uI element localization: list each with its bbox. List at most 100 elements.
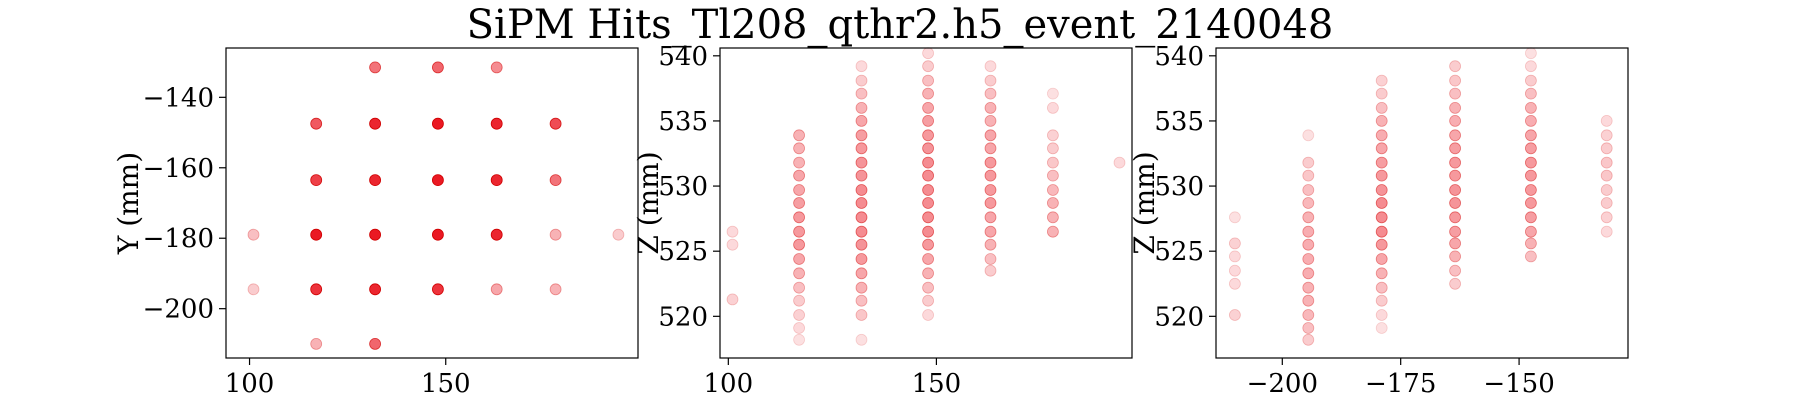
y-tick-label: 530 [1154,172,1204,202]
data-point [1449,184,1461,196]
data-point [1449,197,1461,209]
data-point [855,156,868,169]
data-point [1229,237,1241,250]
data-point [1600,142,1613,155]
data-point [1600,197,1613,209]
data-point [984,115,997,127]
xy-scatter-panel: 100 150 −140 −160 −180 −200 Y (mm) [112,47,639,399]
data-point [490,117,503,130]
data-point [855,74,868,87]
x-tick-label: −200 [1247,369,1318,399]
data-point [1449,277,1461,290]
data-point [369,228,382,241]
data-point [1525,60,1537,73]
data-point [1302,225,1315,238]
data-point [855,294,868,307]
data-point [310,228,323,241]
data-point [1525,184,1537,196]
data-point [1600,156,1613,169]
data-point [310,174,323,187]
data-point [793,333,805,346]
data-point [855,142,868,155]
data-point [1525,142,1537,155]
data-point [984,102,997,114]
data-point [1302,333,1315,346]
data-point [922,294,934,307]
data-point [1449,129,1461,142]
data-point [549,117,562,130]
x-tick-label: 100 [704,369,754,399]
data-point [1302,309,1315,321]
data-point [369,337,382,350]
x-tick-label: −175 [1365,369,1436,399]
data-point [1525,169,1537,182]
data-point [855,184,868,196]
data-point [922,197,934,209]
data-point [922,267,934,280]
data-point [1302,322,1315,334]
y-tick-label: 525 [1154,237,1204,267]
data-point [1375,142,1388,155]
x-tick-label: −150 [1483,369,1554,399]
data-point [793,211,805,224]
data-point [1229,309,1241,321]
data-point [855,169,868,182]
data-point [1449,60,1461,73]
data-point [793,142,805,155]
data-point [1525,237,1537,250]
data-point [1047,156,1059,169]
data-point [1449,237,1461,250]
data-point [922,142,934,155]
y-axis-label: Y (mm) [112,152,145,255]
data-point [726,293,739,306]
data-point [1600,169,1613,182]
data-point [984,156,997,169]
data-point [1525,250,1537,263]
data-point [247,228,260,241]
data-point [855,129,868,142]
data-point [855,211,868,224]
data-point [855,281,868,294]
data-point [1047,102,1059,114]
x-tick-label: 100 [225,369,275,399]
data-point [793,156,805,169]
data-point [1600,129,1613,142]
data-point [984,264,997,277]
data-point [855,309,868,321]
data-point [490,61,503,74]
data-point [1375,156,1388,169]
data-point [922,253,934,265]
data-point [490,283,503,296]
data-point [1525,129,1537,142]
data-point [431,228,444,241]
data-point [490,228,503,241]
data-point [1302,211,1315,224]
data-point [984,184,997,196]
data-point [310,337,323,350]
y-tick-label: −200 [143,295,214,325]
data-point [793,267,805,280]
axes-frame [1215,47,1629,359]
data-point [1302,281,1315,294]
data-point [855,253,868,265]
data-point [1047,169,1059,182]
data-point [1449,102,1461,114]
data-point [1449,156,1461,169]
data-point [310,283,323,296]
data-point [793,238,805,251]
data-point [793,281,805,294]
data-point [1449,211,1461,224]
data-point [1375,253,1388,265]
xz-scatter-panel: 100 150 520 525 530 535 540 Z (mm) [632,42,1133,399]
data-point [922,281,934,294]
data-point [984,238,997,251]
data-point [984,253,997,265]
data-point [310,117,323,130]
data-point [1525,74,1537,87]
data-point [1302,238,1315,251]
data-point [369,61,382,74]
data-point [726,225,739,238]
data-point [1525,102,1537,114]
axes-frame [719,47,1133,359]
y-tick-label: 530 [658,172,708,202]
